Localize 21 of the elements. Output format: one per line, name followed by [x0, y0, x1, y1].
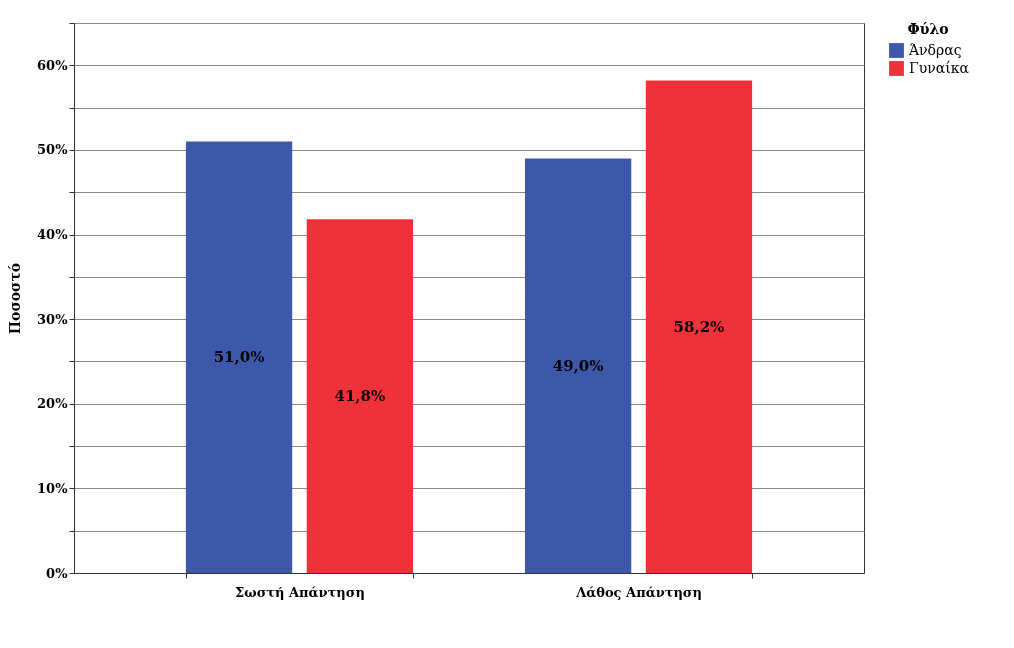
data-label: 41,8%: [334, 387, 386, 406]
y-tick-label: 20%: [37, 396, 69, 412]
data-label: 49,0%: [552, 356, 604, 375]
legend-label: Άνδρας: [908, 41, 962, 58]
x-tick-label: Λάθος Απάντηση: [575, 584, 702, 600]
data-label: 51,0%: [213, 348, 265, 367]
y-tick-label: 30%: [37, 311, 69, 327]
legend-label: Γυναίκα: [909, 59, 970, 76]
y-axis-title: Ποσοστό: [7, 262, 24, 335]
bar: [645, 80, 753, 573]
y-tick-label: 60%: [37, 57, 69, 73]
y-tick-label: 50%: [37, 142, 69, 158]
y-tick-label: 40%: [37, 227, 69, 243]
y-tick-label: 0%: [46, 565, 69, 581]
bar: [524, 158, 632, 573]
data-label: 58,2%: [673, 317, 725, 336]
x-tick-label: Σωστή Απάντηση: [235, 584, 365, 600]
bar: [306, 219, 414, 573]
legend-title: Φύλο: [907, 21, 949, 37]
y-tick-label: 10%: [37, 480, 69, 496]
bar: [185, 141, 293, 573]
